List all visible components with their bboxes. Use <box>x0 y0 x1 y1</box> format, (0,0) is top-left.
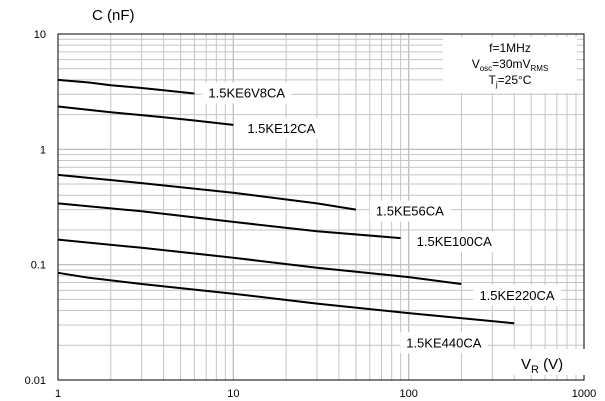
series-labels: 1.5KE6V8CA 1.5KE12CA 1.5KE56CA 1.5KE100CA 1.… <box>202 82 561 354</box>
x-axis-title: VR (V) <box>521 356 563 376</box>
y-tick-label: 10 <box>34 29 46 41</box>
series-label-background <box>369 200 451 222</box>
series-label: 1.5KE100CA <box>417 234 492 249</box>
series-line-5 <box>57 238 462 285</box>
series-label-background <box>410 231 499 253</box>
x-tick-label: 1000 <box>572 388 596 400</box>
y-tick-label: 0.01 <box>25 375 46 387</box>
plot-frame <box>57 33 585 381</box>
condition-frequency: f=1MHz <box>489 41 531 55</box>
series-label: 1.5KE56CA <box>376 204 444 219</box>
x-tick-label: 100 <box>399 388 417 400</box>
x-axis-title-background <box>508 349 586 375</box>
y-tick-label: 1 <box>40 144 46 156</box>
series-label-background <box>241 117 322 139</box>
series-lines <box>57 78 515 325</box>
y-tick-label: 0.1 <box>31 260 46 272</box>
series-label: 1.5KE220CA <box>479 288 554 303</box>
series-line-1 <box>57 78 195 95</box>
series-line-2 <box>57 105 234 126</box>
x-tick-label: 10 <box>227 388 239 400</box>
x-tick-label: 1 <box>55 388 61 400</box>
series-label: 1.5KE6V8CA <box>208 85 285 100</box>
y-axis-title: C (nF) <box>92 7 135 24</box>
condition-oscillator-voltage: Vosc=30mVRMS <box>472 57 549 73</box>
series-line-4 <box>57 202 401 240</box>
series-line-6 <box>57 271 515 325</box>
series-label: 1.5KE440CA <box>406 335 481 350</box>
conditions-box <box>443 37 577 93</box>
series-label-background <box>473 284 561 306</box>
condition-junction-temperature: Tj=25°C <box>489 73 532 89</box>
series-line-3 <box>57 173 357 211</box>
tick-labels: 1 10 100 1000 10 1 0.1 0.01 <box>25 29 597 400</box>
series-label-background <box>400 332 488 354</box>
series-label: 1.5KE12CA <box>247 121 315 136</box>
series-label-background <box>202 82 292 104</box>
